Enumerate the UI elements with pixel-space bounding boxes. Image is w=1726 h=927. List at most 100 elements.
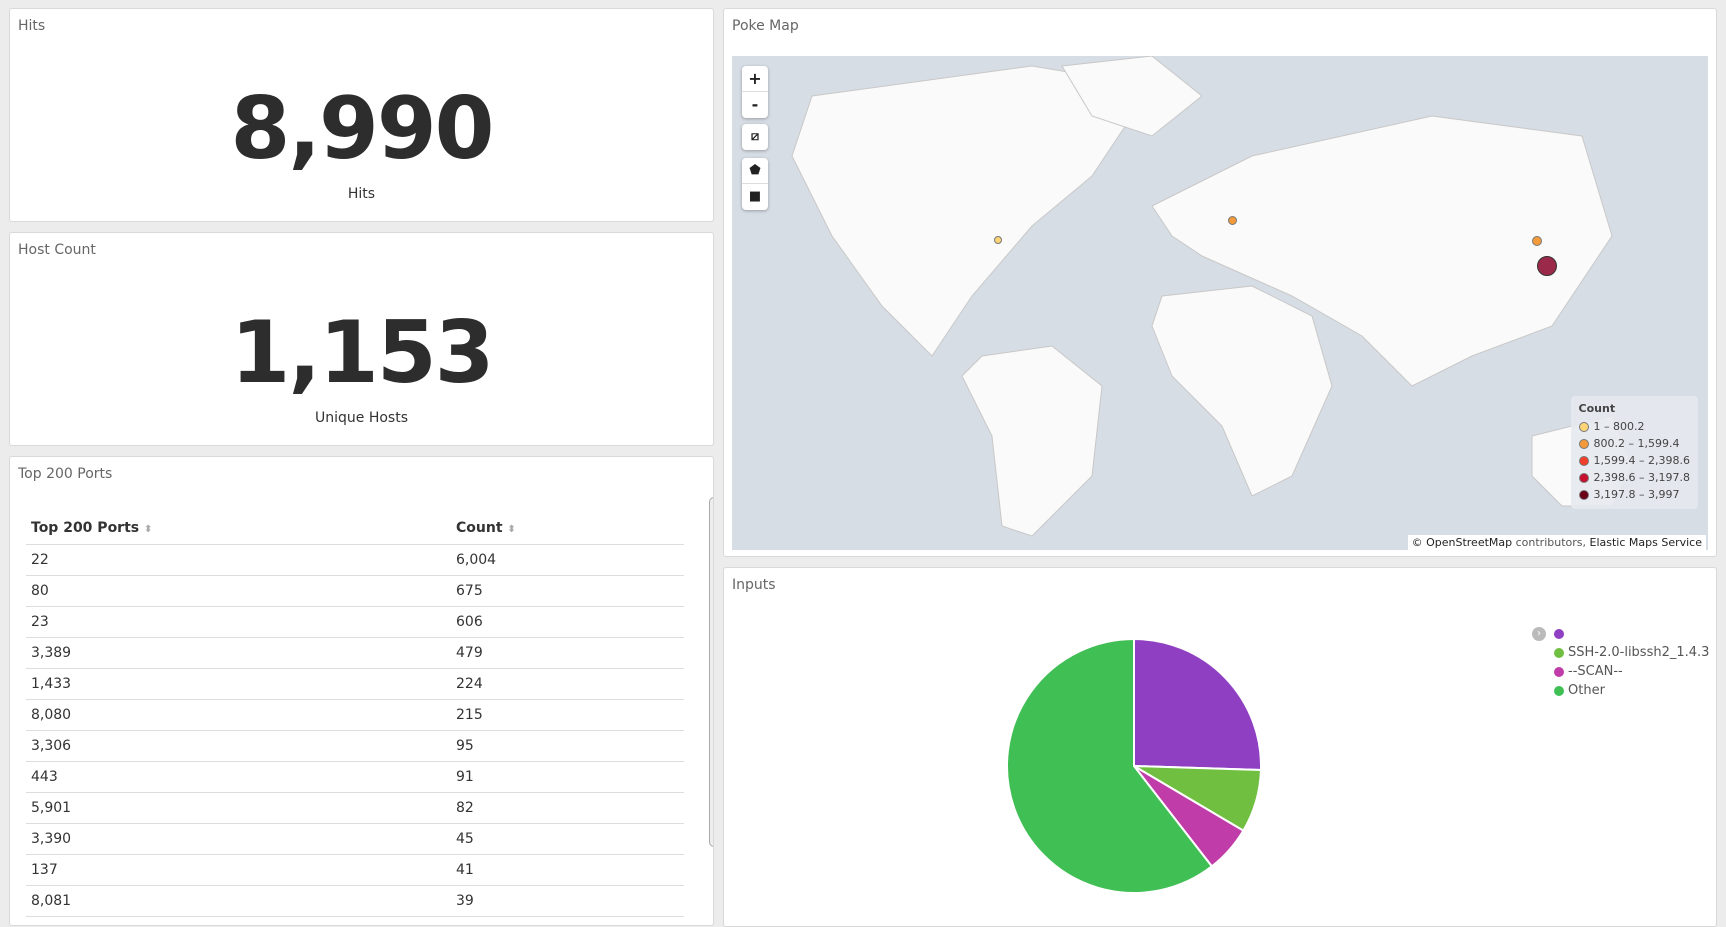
count-cell: 95 <box>451 730 684 762</box>
panel-title: Poke Map <box>732 18 799 34</box>
port-cell: 22 <box>26 544 451 576</box>
inputs-panel: Inputs › SSH-2.0-libssh2_1.4.3 --SCAN-- Ot… <box>723 567 1717 927</box>
pie-legend: › SSH-2.0-libssh2_1.4.3 --SCAN-- Other <box>1532 624 1709 700</box>
legend-title: Count <box>1578 402 1616 415</box>
sort-icon[interactable]: ⬍ <box>507 524 516 536</box>
polygon-draw-button[interactable]: ⬟ <box>742 158 768 184</box>
legend-label: 1 – 800.2 <box>1593 420 1645 433</box>
count-cell: 224 <box>451 668 684 700</box>
count-cell: 91 <box>451 761 684 793</box>
legend-swatch <box>1578 455 1589 466</box>
header-label: Count <box>456 520 503 537</box>
count-cell: 215 <box>451 699 684 731</box>
legend-swatch <box>1578 472 1589 483</box>
sort-icon[interactable]: ⬍ <box>144 524 153 536</box>
ems-link[interactable]: Elastic Maps Service <box>1589 536 1703 549</box>
column-header-port[interactable]: Top 200 Ports ⬍ <box>26 513 451 545</box>
legend-label: Other <box>1568 683 1605 698</box>
legend-item: 1 – 800.2 <box>1578 418 1690 435</box>
table-row: 443 91 <box>26 761 684 793</box>
top-ports-panel: Top 200 Ports Top 200 Ports ⬍ Count ⬍ 22… <box>9 456 714 926</box>
legend-item[interactable]: SSH-2.0-libssh2_1.4.3 <box>1554 643 1709 662</box>
legend-item: 3,197.8 – 3,997 <box>1578 486 1690 503</box>
legend-item[interactable]: --SCAN-- <box>1554 662 1709 681</box>
scrollbar[interactable] <box>709 497 713 847</box>
map-land <box>791 56 1633 537</box>
table-row: 5,901 82 <box>26 792 684 824</box>
legend-label: 2,398.6 – 3,197.8 <box>1593 471 1690 484</box>
table-row: 3,389 479 <box>26 637 684 669</box>
poke-map-panel: Poke Map + - ⧄ ⬟ ■ Count 1 – 800.2 800.2 … <box>723 8 1717 557</box>
count-cell: 675 <box>451 575 684 607</box>
pie-chart <box>1006 637 1262 894</box>
legend-label: 800.2 – 1,599.4 <box>1593 437 1680 450</box>
zoom-in-button[interactable]: + <box>742 66 768 92</box>
port-cell: 3,390 <box>26 823 451 855</box>
panel-title: Host Count <box>18 242 96 258</box>
map-attribution: © OpenStreetMap contributors, Elastic Ma… <box>1407 535 1706 550</box>
ports-table: Top 200 Ports ⬍ Count ⬍ 22 6,004 80 675 23 60… <box>26 513 684 917</box>
legend-item: 2,398.6 – 3,197.8 <box>1578 469 1690 486</box>
legend-label: 1,599.4 – 2,398.6 <box>1593 454 1690 467</box>
count-cell: 6,004 <box>451 544 684 576</box>
count-cell: 606 <box>451 606 684 638</box>
legend-swatch <box>1578 438 1589 449</box>
map-marker[interactable] <box>994 236 1002 244</box>
port-cell: 23 <box>26 606 451 638</box>
hits-label: Hits <box>347 186 376 202</box>
table-row: 8,080 215 <box>26 699 684 731</box>
legend-label: SSH-2.0-libssh2_1.4.3 <box>1568 645 1710 660</box>
column-header-count[interactable]: Count ⬍ <box>451 513 684 545</box>
table-row: 1,433 224 <box>26 668 684 700</box>
legend-item[interactable] <box>1554 624 1709 643</box>
legend-swatch <box>1554 628 1564 639</box>
table-row: 137 41 <box>26 854 684 886</box>
fit-bounds-button[interactable]: ⧄ <box>742 124 768 150</box>
zoom-out-button[interactable]: - <box>751 95 759 114</box>
table-row: 8,081 39 <box>26 885 684 917</box>
count-cell: 45 <box>451 823 684 855</box>
zoom-controls: + - <box>742 66 768 118</box>
draw-controls: ⬟ ■ <box>742 158 768 210</box>
count-cell: 41 <box>451 854 684 886</box>
panel-title: Top 200 Ports <box>18 466 113 482</box>
host-count-value: 1,153 <box>230 303 494 403</box>
pie-slice[interactable] <box>1006 637 1214 894</box>
pie-slice[interactable] <box>1133 637 1262 772</box>
map-legend: Count 1 – 800.2 800.2 – 1,599.4 1,599.4 – … <box>1570 396 1698 509</box>
port-cell: 80 <box>26 575 451 607</box>
count-cell: 479 <box>451 637 684 669</box>
port-cell: 8,081 <box>26 885 451 917</box>
hits-value: 8,990 <box>230 79 494 179</box>
table-row: 23 606 <box>26 606 684 638</box>
port-cell: 3,306 <box>26 730 451 762</box>
rectangle-draw-button[interactable]: ■ <box>748 189 762 204</box>
table-row: 3,306 95 <box>26 730 684 762</box>
panel-title: Inputs <box>732 577 776 593</box>
attribution-text: contributors, <box>1512 536 1590 549</box>
port-cell: 137 <box>26 854 451 886</box>
legend-label: --SCAN-- <box>1568 664 1623 679</box>
map-marker[interactable] <box>1228 216 1237 225</box>
count-cell: 82 <box>451 792 684 824</box>
crop-icon: ⧄ <box>750 129 760 144</box>
legend-swatch <box>1554 666 1564 677</box>
host-count-label: Unique Hosts <box>314 410 408 426</box>
legend-swatch <box>1554 647 1564 658</box>
host-count-panel: Host Count 1,153 Unique Hosts <box>9 232 714 446</box>
port-cell: 1,433 <box>26 668 451 700</box>
port-cell: 443 <box>26 761 451 793</box>
table-row: 3,390 45 <box>26 823 684 855</box>
legend-item: 1,599.4 – 2,398.6 <box>1578 452 1690 469</box>
legend-swatch <box>1554 685 1564 696</box>
osm-link[interactable]: © OpenStreetMap <box>1411 536 1513 549</box>
legend-item[interactable]: Other <box>1554 681 1709 700</box>
legend-label: 3,197.8 – 3,997 <box>1593 488 1680 501</box>
legend-toggle-icon[interactable]: › <box>1532 627 1546 641</box>
world-map[interactable]: + - ⧄ ⬟ ■ Count 1 – 800.2 800.2 – 1,599.4… <box>732 56 1708 550</box>
legend-item: 800.2 – 1,599.4 <box>1578 435 1690 452</box>
map-marker[interactable] <box>1537 256 1557 276</box>
legend-swatch <box>1578 489 1589 500</box>
map-marker[interactable] <box>1532 236 1542 246</box>
port-cell: 3,389 <box>26 637 451 669</box>
